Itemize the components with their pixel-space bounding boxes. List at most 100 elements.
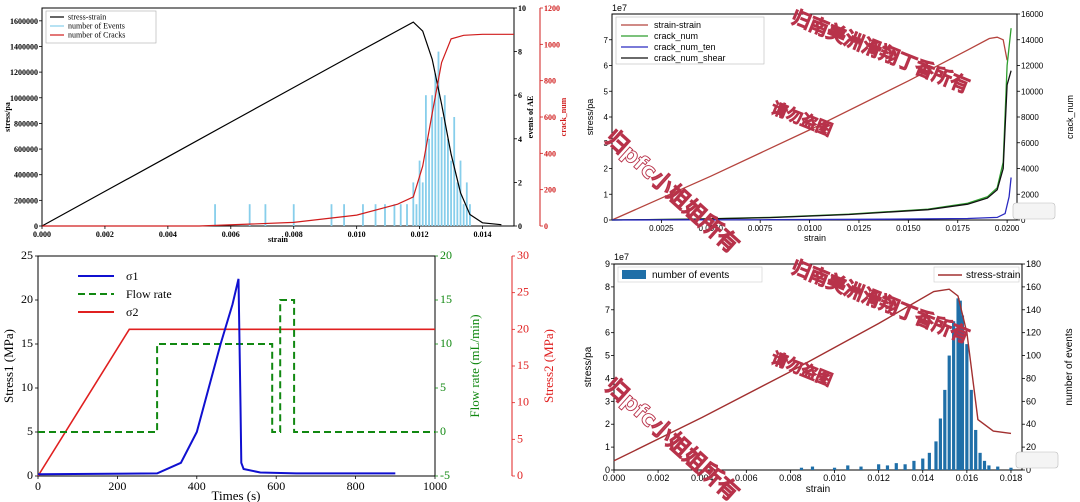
br-yt-label: 6 — [605, 328, 610, 338]
br-event-bar — [832, 467, 837, 470]
br-event-bar — [894, 463, 898, 470]
br-event-bar — [927, 452, 931, 470]
tr-x-label: strain — [804, 233, 826, 243]
br-event-bar — [987, 465, 991, 470]
tl-yt-label: 1600000 — [10, 17, 38, 26]
br-event-bar — [960, 315, 965, 470]
tl-y2t-label: 10 — [518, 4, 526, 13]
br-event-bar — [952, 321, 956, 470]
br-yt-label: 2 — [605, 419, 610, 429]
tl-stress-line — [41, 21, 502, 227]
tl-yt-label: 1200000 — [10, 68, 38, 77]
br-event-bar — [877, 464, 881, 470]
bl-x-ticks: 0 200 400 600 800 1000 — [35, 476, 447, 493]
bl-y2t-label: -5 — [440, 468, 450, 482]
br-event-bar — [958, 300, 962, 470]
br-event-bar — [956, 298, 960, 470]
chart-top-left: 0.000 0.002 0.004 0.006 0.008 0.010 0.012 0.014… — [3, 4, 568, 244]
tr-xt-label: 0.0050 — [699, 224, 724, 233]
tl-event-bar — [465, 182, 468, 226]
tl-event-bar — [384, 204, 386, 226]
tl-event-bar — [248, 204, 251, 226]
bl-y2-ticks: -5 0 5 10 15 20 — [435, 248, 452, 482]
tr-y2t-label: 8000 — [1021, 113, 1039, 122]
bl-y2t-label: 20 — [440, 248, 452, 262]
tr-y2t-label: 2000 — [1021, 190, 1039, 199]
tl-xt-label: 0.006 — [222, 230, 240, 239]
tr-legend: strain-strain crack_num crack_num_ten cr… — [615, 16, 765, 65]
tl-y-label: stress/pa — [3, 102, 12, 132]
tl-events-bars — [214, 51, 471, 227]
tl-yt-label: 1400000 — [10, 42, 38, 51]
tr-yt-label: 5 — [604, 87, 609, 96]
bl-y2t-label: 0 — [440, 424, 446, 438]
br-event-bar — [934, 441, 938, 470]
bl-legend-s2: σ2 — [126, 305, 138, 319]
tr-y2t-label: 6000 — [1021, 139, 1039, 148]
br-event-bar — [938, 418, 942, 470]
bl-y2-label: Flow rate (mL/min) — [467, 314, 482, 417]
tr-ten-line — [611, 177, 1012, 221]
tl-event-bar — [453, 117, 456, 226]
bl-flow-line — [38, 299, 435, 433]
bl-yt-label: 25 — [21, 248, 33, 262]
br-plot-frame — [613, 263, 1023, 471]
br-xt-label: 0.014 — [911, 473, 934, 483]
tl-xt-label: 0.014 — [474, 230, 492, 239]
br-y2t-label: 120 — [1026, 328, 1041, 338]
tl-xt-label: 0.002 — [96, 230, 114, 239]
br-stress-line — [613, 288, 1012, 462]
tl-y2-label: events of AE — [526, 96, 535, 139]
tl-event-bar — [462, 204, 465, 226]
tr-y2t-label: 16000 — [1021, 10, 1044, 19]
tl-xt-label: 0.010 — [348, 230, 366, 239]
bl-y-ticks: 0 5 10 15 20 25 — [21, 248, 38, 482]
br-event-bar — [982, 460, 987, 470]
br-events-bars — [799, 298, 1013, 470]
br-event-bar — [921, 458, 925, 470]
tl-event-bar — [406, 204, 408, 226]
bl-y3-label: Stress2 (MPa) — [541, 329, 556, 403]
bl-legend-flow: Flow rate — [126, 287, 172, 301]
tl-yt-label: 200000 — [14, 196, 38, 205]
tl-legend-cracks: number of Cracks — [68, 31, 125, 40]
br-y2-ticks: 0 20 40 60 80 100 120 140 160 180 — [1022, 259, 1041, 475]
tl-yt-label: 800000 — [14, 119, 38, 128]
br-xt-label: 0.016 — [956, 473, 979, 483]
br-copy-icon — [1015, 451, 1059, 469]
br-event-bar — [810, 466, 815, 470]
tl-yt-label: 0 — [34, 222, 38, 231]
tr-watermark-3: 归pfc小姐姐所有 — [600, 125, 744, 258]
tl-event-bar — [343, 204, 345, 226]
tr-yt-label: 7 — [604, 36, 609, 45]
tl-y3t-label: 200 — [544, 186, 556, 195]
tl-y2-ticks: 0 2 4 6 8 10 — [514, 4, 526, 231]
tr-y-ticks: 0 1 2 3 4 5 6 7 — [604, 36, 612, 225]
tl-event-bar — [447, 138, 449, 226]
tr-shear-line — [611, 70, 1012, 221]
bl-yt-label: 5 — [27, 424, 33, 438]
br-xt-label: 0.006 — [735, 473, 758, 483]
br-legend-box-1 — [617, 266, 763, 283]
br-y2t-label: 20 — [1026, 442, 1036, 452]
br-yt-label: 0 — [605, 465, 610, 475]
tl-event-bar — [374, 204, 377, 226]
tr-y2-label: crack_num — [1065, 95, 1075, 139]
br-copy-badge — [1015, 451, 1059, 469]
tr-watermark-1: 归南美洲滑翔丁香所有 — [788, 5, 973, 98]
br-yt-label: 7 — [605, 305, 610, 315]
tl-event-bar — [393, 204, 396, 226]
br-x-label: strain — [806, 484, 830, 495]
tr-y2-ticks: 0 2000 4000 6000 8000 10000 12000 14000 16000 — [1017, 10, 1044, 225]
br-y2t-label: 40 — [1026, 419, 1036, 429]
br-event-bar — [947, 355, 951, 470]
tr-y2t-label: 14000 — [1021, 36, 1044, 45]
br-legend-box-2 — [933, 266, 1020, 283]
tr-yt-label: 4 — [604, 113, 609, 122]
tr-xt-label: 0.0100 — [797, 224, 822, 233]
tl-event-bar — [264, 204, 267, 226]
chart-top-right: 1e7 0.0025 0.0050 0.0075 0.0100 0.0125 0.0150… — [585, 3, 1075, 259]
br-xt-label: 0.004 — [691, 473, 714, 483]
tl-event-bar — [292, 204, 295, 226]
br-y2t-label: 100 — [1026, 351, 1041, 361]
